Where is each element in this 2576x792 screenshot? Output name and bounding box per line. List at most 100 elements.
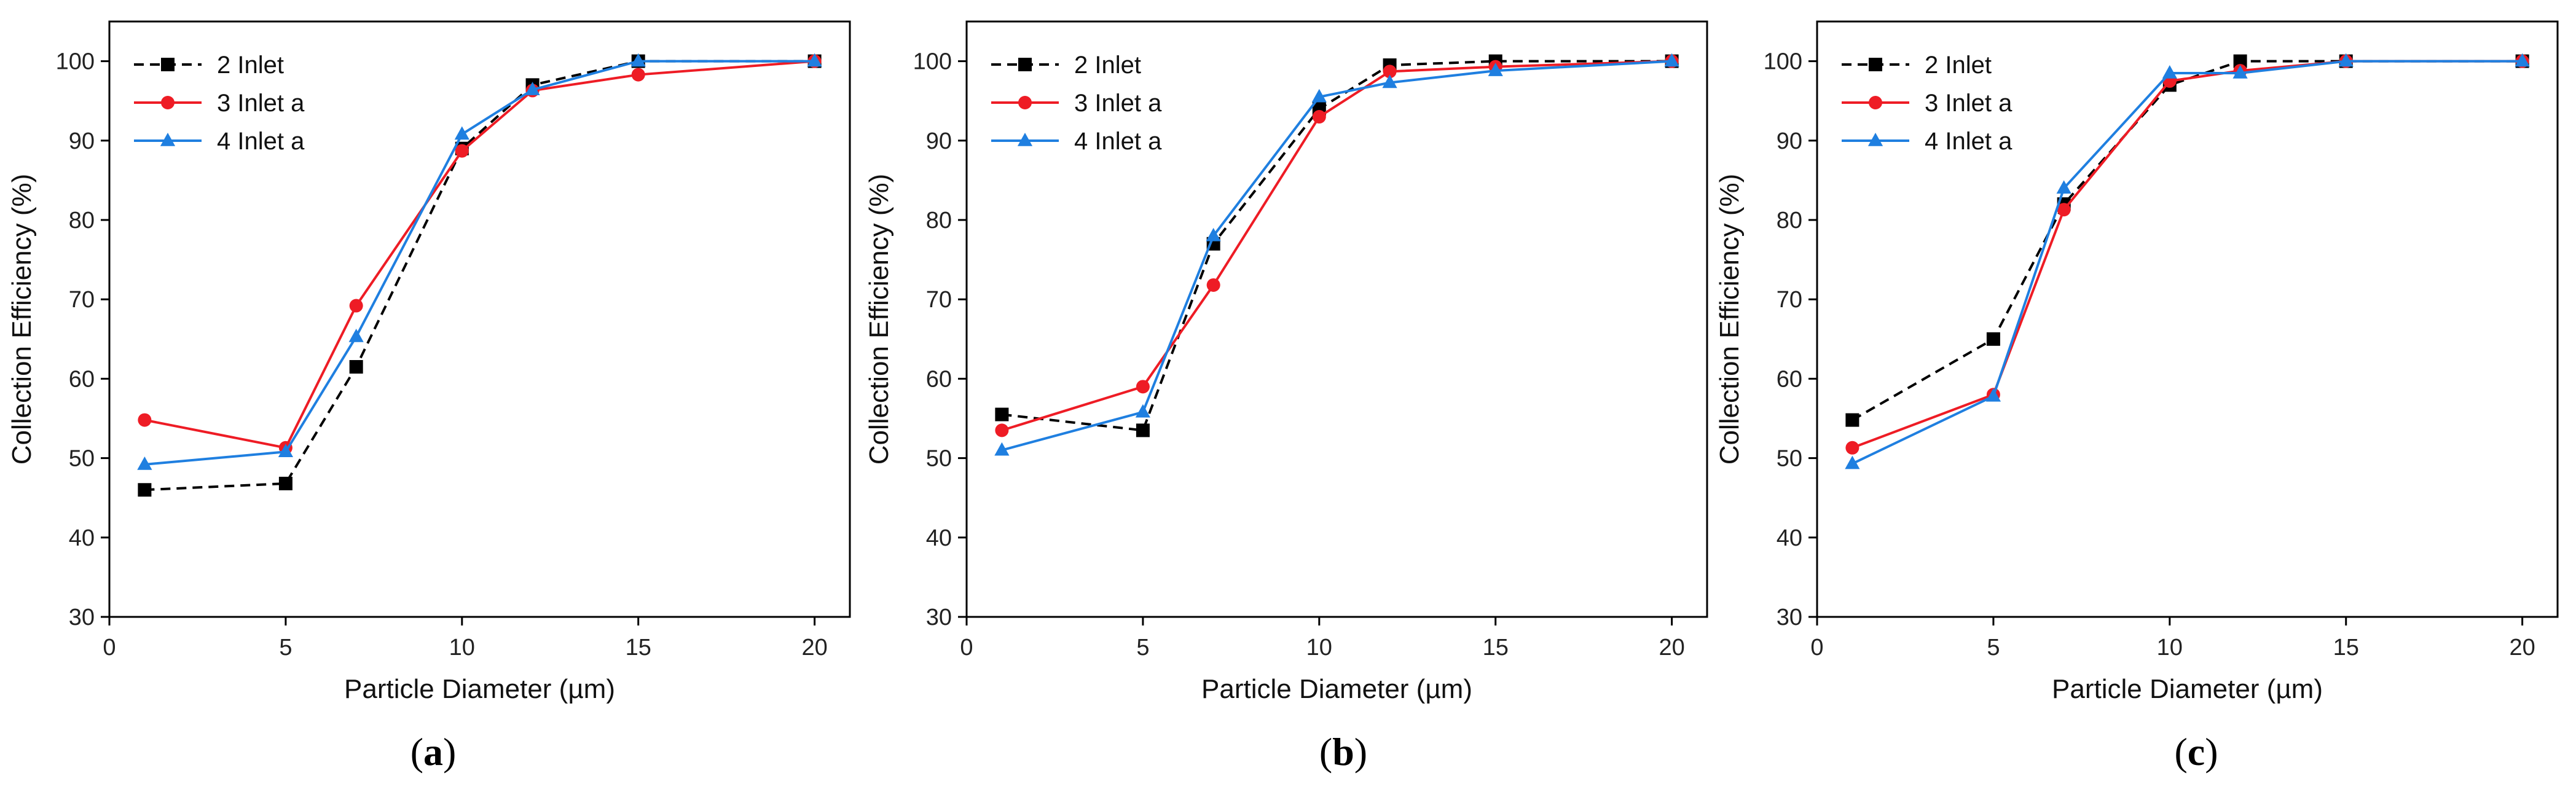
y-axis-label: Collection Efficiency (%) [864, 174, 894, 465]
data-point [1985, 388, 2001, 402]
data-point [1311, 88, 1327, 103]
data-point [138, 413, 152, 427]
data-point [1206, 278, 1220, 292]
x-tick-label: 0 [103, 635, 116, 661]
legend: 2 Inlet 3 Inlet a 4 Inlet a [1842, 52, 2012, 155]
y-tick-label: 30 [1777, 605, 1802, 630]
data-point [631, 68, 645, 82]
legend-marker-circle [1018, 96, 1032, 109]
legend-marker-circle [1869, 96, 1882, 109]
x-tick-label: 15 [1483, 635, 1509, 661]
x-axis-label: Particle Diameter (µm) [1201, 674, 1472, 704]
x-tick-label: 0 [960, 635, 973, 661]
x-tick-label: 0 [1810, 635, 1823, 661]
data-point [1664, 53, 1679, 67]
data-point [807, 53, 822, 67]
y-axis-label: Collection Efficiency (%) [7, 174, 37, 465]
series-line [144, 60, 815, 492]
data-point [2232, 65, 2248, 79]
y-tick-label: 50 [926, 446, 952, 472]
x-tick-label: 5 [279, 635, 292, 661]
data-point [994, 442, 1010, 456]
legend-marker-triangle [1867, 133, 1883, 146]
legend-label: 4 Inlet a [1925, 128, 2012, 155]
x-tick-label: 10 [2157, 635, 2183, 661]
chart-panel-a: 0 5 10 15 20 30 40 50 60 70 80 90 100 Particle Diamet… [7, 20, 851, 774]
data-point [525, 82, 540, 95]
plot-frame [108, 20, 851, 618]
data-point [1206, 227, 1221, 241]
legend-label: 2 Inlet [1925, 52, 1992, 79]
data-point [349, 299, 363, 313]
y-tick-label: 100 [913, 49, 952, 75]
x-tick-label: 10 [1306, 635, 1332, 661]
data-point [2233, 54, 2247, 68]
panel-label: (a) [410, 730, 457, 774]
y-tick-label: 50 [69, 446, 95, 472]
y-axis-label: Collection Efficiency (%) [1714, 174, 1745, 465]
x-tick-label: 20 [801, 635, 827, 661]
legend-marker-square [1869, 58, 1882, 71]
data-point [995, 407, 1009, 421]
y-tick-label: 40 [69, 525, 95, 551]
x-tick-label: 20 [2509, 635, 2535, 661]
x-tick-label: 15 [2333, 635, 2359, 661]
series-2-inlet [138, 54, 822, 497]
data-point [454, 126, 469, 140]
y-tick-label: 80 [69, 208, 95, 233]
panel-letter: b [1332, 730, 1354, 774]
data-point [1845, 441, 1859, 455]
series-line [1001, 60, 1672, 452]
series-4-inlet-a [137, 53, 822, 470]
x-axis-label: Particle Diameter (µm) [344, 674, 615, 704]
y-tick-label: 30 [926, 605, 952, 630]
data-point [2056, 180, 2071, 194]
data-point [1986, 332, 2000, 346]
x-tick-label: 10 [449, 635, 475, 661]
legend-label: 3 Inlet a [1074, 90, 1162, 117]
y-tick-label: 60 [1777, 366, 1802, 392]
data-point [2162, 65, 2177, 79]
y-tick-label: 50 [1777, 446, 1802, 472]
legend-label: 4 Inlet a [217, 128, 305, 155]
y-tick-label: 90 [69, 128, 95, 154]
legend-label: 3 Inlet a [217, 90, 305, 117]
legend-marker-circle [161, 96, 175, 109]
data-point [1312, 110, 1326, 124]
data-point [455, 144, 469, 158]
series-line [1852, 60, 2523, 449]
legend-label: 3 Inlet a [1925, 90, 2012, 117]
chart-panel-b: 0 5 10 15 20 30 40 50 60 70 80 90 100 Particle Diamet… [864, 20, 1708, 774]
y-tick-label: 90 [1777, 128, 1802, 154]
data-point [2515, 53, 2530, 67]
x-tick-label: 20 [1659, 635, 1684, 661]
data-point [1845, 413, 1859, 427]
series-4-inlet-a [1845, 53, 2530, 469]
data-point [1845, 455, 1860, 469]
chart-panel-c: 0 5 10 15 20 30 40 50 60 70 80 90 100 Particle Diamet… [1714, 20, 2559, 774]
y-tick-label: 100 [1764, 49, 1802, 75]
legend-marker-triangle [1017, 133, 1033, 146]
x-tick-label: 15 [626, 635, 651, 661]
data-point [630, 53, 646, 67]
series-line [1852, 60, 2523, 465]
data-point [138, 483, 152, 497]
x-axis-label: Particle Diameter (µm) [2052, 674, 2323, 704]
x-tick-label: 5 [1136, 635, 1149, 661]
y-tick-label: 40 [1777, 525, 1802, 551]
y-tick-label: 70 [1777, 287, 1802, 313]
data-point [1383, 65, 1397, 79]
legend-marker-triangle [160, 133, 176, 146]
legend-label: 2 Inlet [1074, 52, 1141, 79]
y-tick-label: 40 [926, 525, 952, 551]
panel-label: (c) [2174, 730, 2218, 774]
y-tick-label: 60 [69, 366, 95, 392]
data-point [1382, 74, 1397, 88]
data-point [1135, 404, 1151, 418]
data-point [349, 360, 363, 374]
y-tick-label: 90 [926, 128, 952, 154]
panel-letter: a [423, 730, 443, 774]
data-point [348, 328, 364, 342]
data-point [1136, 380, 1150, 394]
data-point [1488, 63, 1503, 76]
